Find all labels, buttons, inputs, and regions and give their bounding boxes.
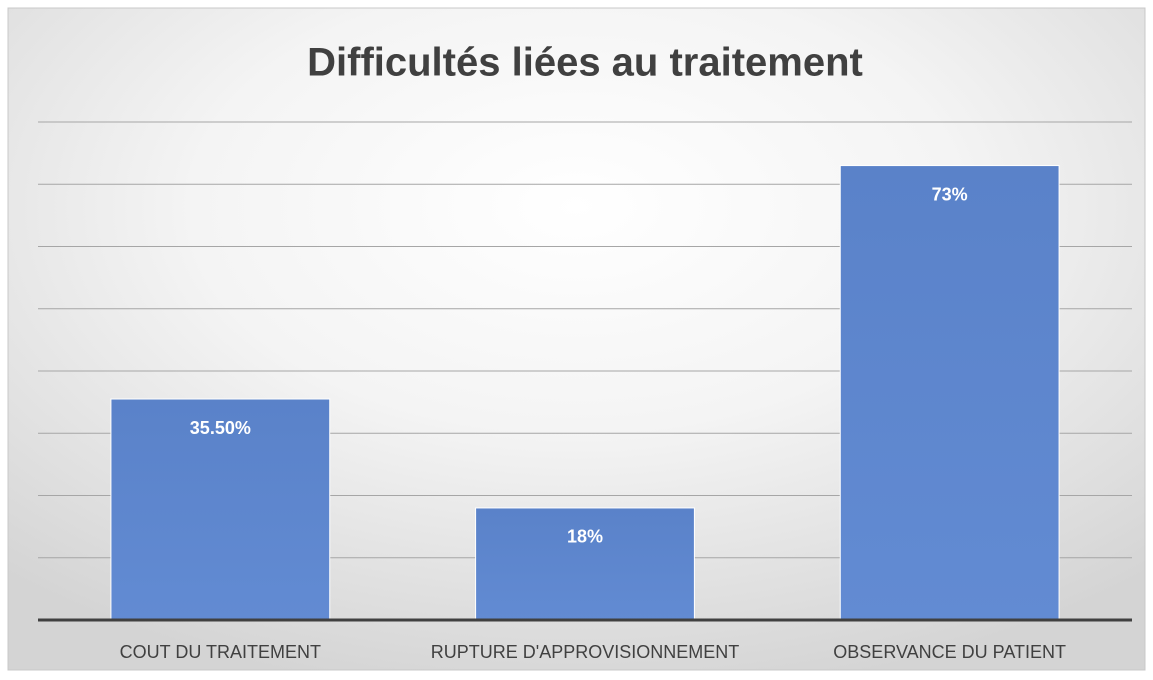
data-label: 73%	[932, 184, 968, 204]
bar	[110, 398, 331, 621]
x-tick-label: COUT DU TRAITEMENT	[120, 642, 321, 662]
data-label: 18%	[567, 527, 603, 547]
x-tick-label: RUPTURE D'APPROVISIONNEMENT	[431, 642, 739, 662]
data-label: 35.50%	[190, 418, 251, 438]
chart-title: Difficultés liées au traitement	[307, 41, 863, 85]
bar	[839, 165, 1060, 621]
bar	[475, 507, 695, 621]
x-tick-label: OBSERVANCE DU PATIENT	[833, 642, 1066, 662]
